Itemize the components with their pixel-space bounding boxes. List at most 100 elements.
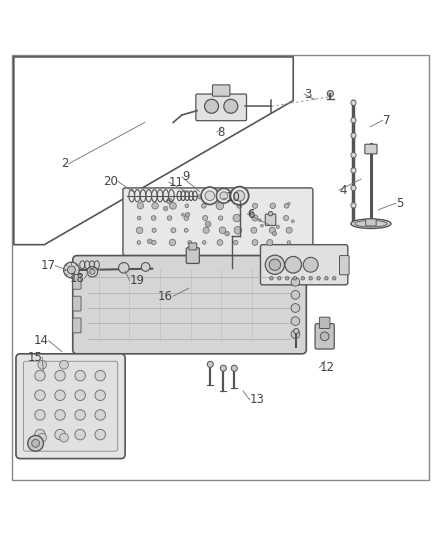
Circle shape [38,360,46,369]
Circle shape [293,277,297,280]
Circle shape [303,257,318,272]
Circle shape [184,216,189,220]
Circle shape [225,231,230,236]
Circle shape [309,277,312,280]
Circle shape [351,100,356,106]
Circle shape [75,370,85,381]
Circle shape [284,204,289,208]
Circle shape [35,410,45,420]
Circle shape [291,277,300,286]
Circle shape [64,262,79,278]
Circle shape [251,227,257,233]
Circle shape [285,256,301,273]
Circle shape [203,215,208,221]
Circle shape [265,255,285,274]
FancyBboxPatch shape [73,318,81,333]
Circle shape [147,239,152,244]
Circle shape [184,228,188,232]
Circle shape [201,187,219,205]
FancyBboxPatch shape [123,188,313,256]
Circle shape [28,435,43,451]
Circle shape [224,99,238,113]
Circle shape [75,430,85,440]
Circle shape [270,277,273,280]
Circle shape [237,204,242,208]
Text: 13: 13 [250,393,265,406]
Circle shape [35,370,45,381]
FancyBboxPatch shape [189,243,197,250]
Circle shape [219,216,223,220]
Circle shape [185,204,189,208]
Text: 9: 9 [182,171,189,183]
Circle shape [136,227,143,233]
Circle shape [167,216,172,220]
Circle shape [252,239,258,245]
Circle shape [217,240,223,245]
Circle shape [283,215,289,221]
Circle shape [38,433,46,442]
Circle shape [32,439,39,447]
Circle shape [95,410,106,420]
Circle shape [151,216,156,221]
Circle shape [220,192,228,200]
Text: 2: 2 [61,157,68,171]
Circle shape [266,215,273,221]
Circle shape [351,203,356,208]
Circle shape [268,212,273,216]
Text: 11: 11 [169,176,184,189]
Circle shape [216,188,231,203]
Circle shape [270,203,276,208]
Circle shape [287,203,290,205]
Circle shape [234,227,242,234]
Circle shape [198,195,202,199]
Circle shape [233,240,238,245]
Circle shape [267,239,273,246]
Circle shape [35,430,45,440]
Text: 19: 19 [130,274,145,287]
Text: 7: 7 [383,114,390,127]
Text: 3: 3 [304,87,311,101]
Text: 14: 14 [34,334,49,347]
Circle shape [291,304,300,312]
Circle shape [60,360,68,369]
Circle shape [181,213,184,216]
Circle shape [152,228,156,232]
Circle shape [291,317,300,326]
Text: 8: 8 [217,126,224,139]
FancyBboxPatch shape [339,256,349,275]
Ellipse shape [355,221,387,227]
Circle shape [233,214,240,222]
FancyBboxPatch shape [186,248,199,263]
Circle shape [87,266,98,277]
FancyBboxPatch shape [315,324,334,349]
Circle shape [137,203,144,209]
Circle shape [170,203,177,209]
Text: 16: 16 [158,290,173,303]
Circle shape [317,277,320,280]
Ellipse shape [351,219,391,229]
Text: 18: 18 [70,272,85,285]
Circle shape [163,206,168,211]
Circle shape [141,263,150,271]
Circle shape [137,241,141,244]
Circle shape [269,227,276,233]
Circle shape [287,241,291,244]
Circle shape [35,390,45,400]
Circle shape [286,227,292,233]
FancyBboxPatch shape [319,317,330,328]
Circle shape [137,216,141,220]
FancyBboxPatch shape [73,296,81,311]
Circle shape [220,365,226,372]
Circle shape [351,118,356,123]
Circle shape [152,203,158,209]
Circle shape [230,187,249,205]
Circle shape [167,198,172,204]
Circle shape [276,225,279,229]
Circle shape [205,221,211,227]
Circle shape [231,365,237,372]
Circle shape [202,241,206,244]
Circle shape [293,328,299,334]
Circle shape [75,390,85,400]
Circle shape [272,231,277,236]
Circle shape [291,330,300,338]
